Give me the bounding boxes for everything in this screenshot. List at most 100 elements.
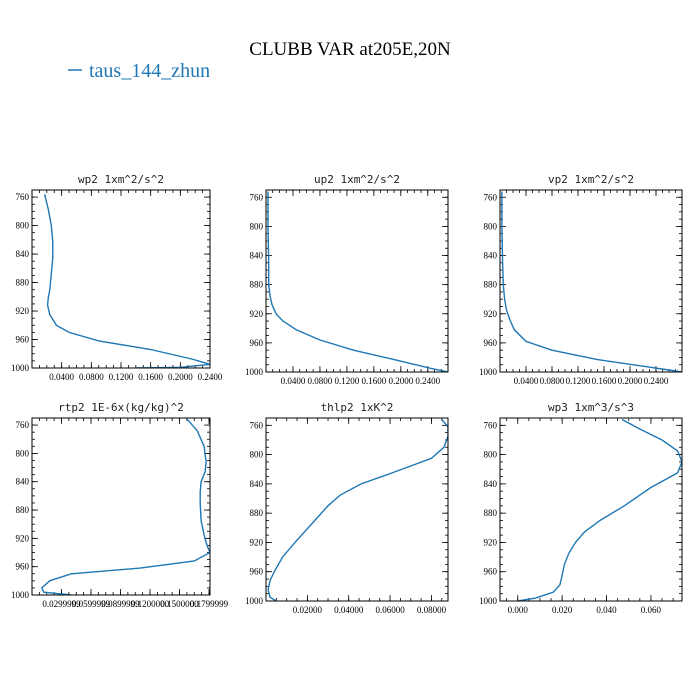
series-line [40,418,210,595]
plot-frame [265,189,449,373]
panel-3: vp2 1xm^2/s^2 760 800 840 880 920 960 1000 0.040… [479,173,683,386]
x-tick-label: 0.04000 [334,605,364,615]
y-tick-label: 800 [16,221,30,231]
y-tick-label: 760 [250,192,264,202]
y-tick-label: 960 [250,567,264,577]
y-tick-label: 760 [16,192,30,202]
y-tick-label: 1000 [11,590,30,600]
plot-frame [265,417,449,602]
y-tick-label: 1000 [479,596,498,606]
y-tick-label: 880 [250,280,264,290]
y-tick-label: 760 [484,420,498,430]
panel-6: wp3 1xm^3/s^3 760 800 840 880 920 960 1000 0.000… [479,401,683,615]
x-tick-label: 0.0400 [514,376,539,386]
y-tick-label: 960 [484,338,498,348]
y-tick-label: 1000 [11,363,30,373]
x-tick-label: 0.06000 [375,605,405,615]
x-tick-label: 0.0599999 [72,599,111,609]
plot-frame [31,417,211,596]
y-tick-label: 840 [484,479,498,489]
x-tick-label: 0.0800 [308,376,333,386]
x-tick-label: 0.040 [596,605,617,615]
y-tick-label: 920 [16,306,30,316]
panels-grid: wp2 1xm^2/s^2 760 800 840 880 920 960 1000 0.040… [11,173,683,615]
x-tick-label: 0.1200 [566,376,591,386]
x-tick-label: 0.1600 [361,376,386,386]
panel-title: thlp2 1xK^2 [321,401,394,414]
x-tick-label: 0.02000 [293,605,323,615]
panel-5: thlp2 1xK^2 760 800 840 880 920 960 1000 0.02000… [245,401,449,615]
series-line [267,419,448,601]
y-tick-label: 920 [484,309,498,319]
y-tick-label: 840 [250,479,264,489]
x-tick-label: 0.2400 [644,376,669,386]
x-tick-label: 0.2400 [415,376,440,386]
x-tick-label: 0.2000 [618,376,643,386]
y-tick-label: 880 [484,508,498,518]
y-tick-label: 960 [16,562,30,572]
y-tick-label: 960 [250,338,264,348]
panel-title: wp2 1xm^2/s^2 [78,173,164,186]
y-tick-label: 800 [250,221,264,231]
x-tick-label: 0.1799999 [190,599,229,609]
x-tick-label: 0.2000 [168,372,193,382]
plot-frame [499,417,683,602]
y-tick-label: 760 [16,420,30,430]
y-tick-label: 760 [484,192,498,202]
legend-label: taus_144_zhun [89,60,210,82]
y-tick-label: 880 [484,280,498,290]
y-tick-label: 760 [250,420,264,430]
y-tick-label: 800 [484,450,498,460]
x-tick-label: 0.1200 [109,372,134,382]
y-tick-label: 800 [250,450,264,460]
y-tick-label: 960 [484,567,498,577]
plot-frame [31,189,211,369]
panel-title: wp3 1xm^3/s^3 [548,401,634,414]
x-tick-label: 0.1200 [335,376,360,386]
panel-2: up2 1xm^2/s^2 760 800 840 880 920 960 1000 0.040… [245,173,449,386]
x-tick-label: 0.0800 [79,372,104,382]
panel-title: rtp2 1E-6x(kg/kg)^2 [58,401,184,414]
panel-title: up2 1xm^2/s^2 [314,173,400,186]
plot-frame [499,189,683,373]
y-tick-label: 920 [484,537,498,547]
x-tick-label: 0.0400 [281,376,306,386]
y-tick-label: 920 [250,537,264,547]
y-tick-label: 840 [250,251,264,261]
figure-title: CLUBB VAR at205E,20N [249,39,451,60]
x-tick-label: 0.2000 [388,376,413,386]
y-tick-label: 880 [250,508,264,518]
x-tick-label: 0.1600 [592,376,617,386]
panel-title: vp2 1xm^2/s^2 [548,173,634,186]
y-tick-label: 960 [16,335,30,345]
y-tick-label: 1000 [479,367,498,377]
y-tick-label: 880 [16,505,30,515]
y-tick-label: 800 [484,221,498,231]
series-line [43,194,210,368]
x-tick-label: 0.1500000 [160,599,199,609]
series-line [517,418,682,601]
y-tick-label: 920 [250,309,264,319]
x-tick-label: 0.1600 [138,372,163,382]
x-tick-label: 0.0299999 [42,599,81,609]
x-tick-label: 0.060 [641,605,662,615]
x-tick-label: 0.020 [552,605,573,615]
y-tick-label: 880 [16,278,30,288]
panel-1: wp2 1xm^2/s^2 760 800 840 880 920 960 1000 0.040… [11,173,223,382]
x-tick-label: 0.0899999 [101,599,140,609]
x-tick-label: 0.1200000 [131,599,170,609]
x-tick-label: 0.0800 [540,376,565,386]
y-tick-label: 840 [16,477,30,487]
x-tick-label: 0.08000 [417,605,447,615]
y-tick-label: 920 [16,533,30,543]
series-line [501,191,682,372]
panel-4: rtp2 1E-6x(kg/kg)^2 760 800 840 880 920 960 100… [11,401,229,609]
x-tick-label: 0.0400 [49,372,74,382]
series-line [267,191,448,372]
x-tick-label: 0.2400 [198,372,223,382]
x-tick-label: 0.000 [508,605,529,615]
y-tick-label: 800 [16,448,30,458]
y-tick-label: 1000 [245,367,264,377]
y-tick-label: 1000 [245,596,264,606]
